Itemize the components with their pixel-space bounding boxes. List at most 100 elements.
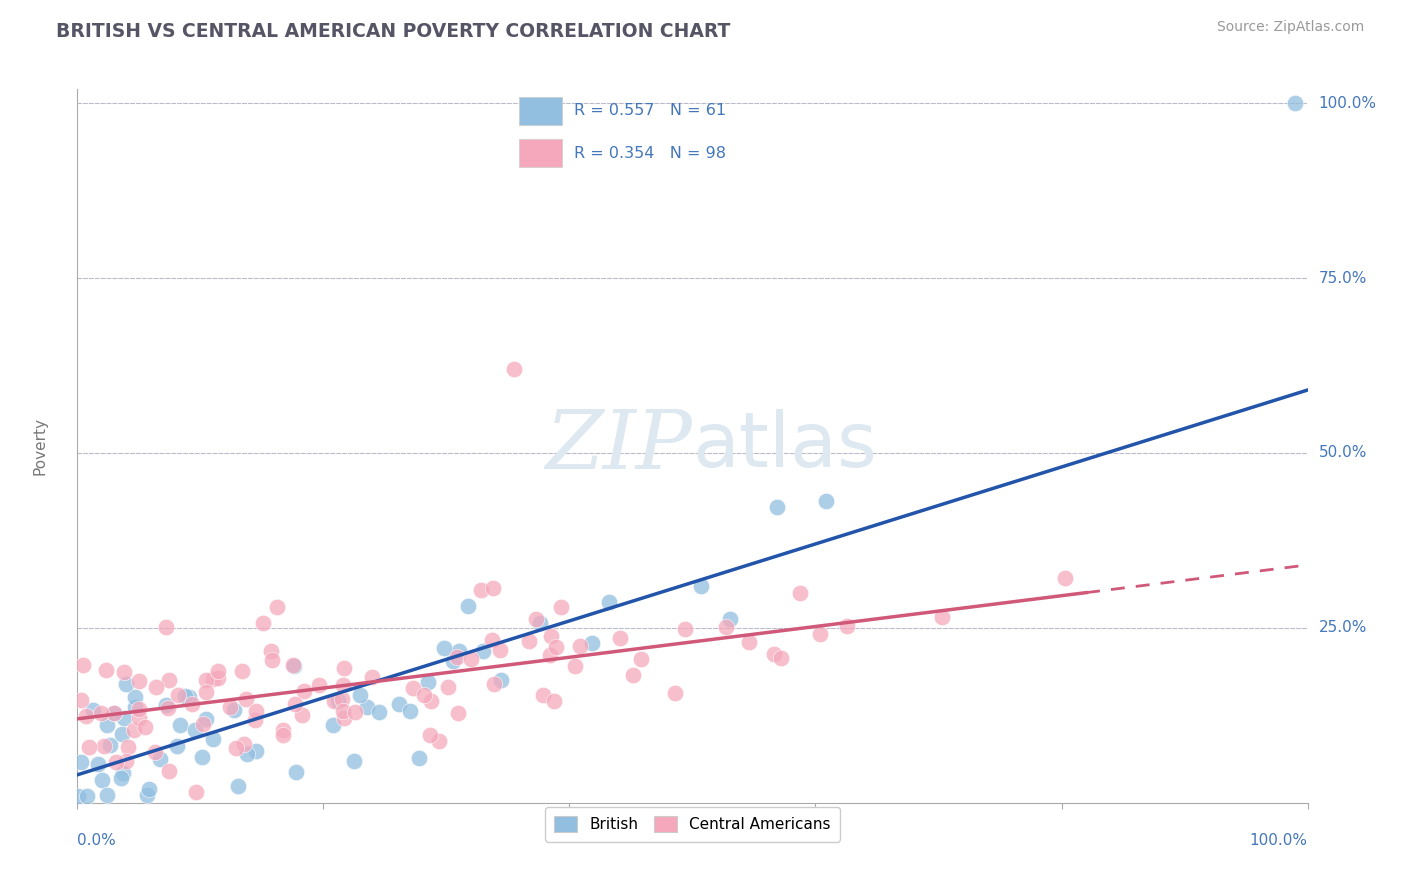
Point [104,755,127,769]
Point [167,688,190,702]
FancyBboxPatch shape [519,139,562,167]
Point [433,641,456,656]
Point [368,705,391,719]
Point [184,784,207,798]
Point [546,640,568,654]
Point [332,678,354,692]
Point [90,706,112,720]
Point [75,709,97,723]
Point [174,689,197,703]
Point [718,612,741,626]
Point [82,703,104,717]
Point [332,661,354,675]
Point [808,627,831,641]
Point [93,739,115,754]
Point [195,684,218,698]
Point [225,741,247,756]
Point [835,619,858,633]
Point [308,678,330,692]
Point [266,600,288,615]
Point [236,747,259,762]
Point [332,704,354,718]
Point [145,680,167,694]
Point [598,595,620,609]
Point [159,764,181,779]
Point [482,581,505,595]
Point [322,694,344,708]
Point [262,653,284,667]
Point [143,745,166,759]
Point [226,779,249,793]
Point [360,670,382,684]
Point [112,665,135,680]
Point [769,651,792,665]
Point [235,692,257,706]
Point [519,633,541,648]
Point [765,500,787,514]
Point [427,733,450,747]
Point [408,751,430,765]
Point [402,681,425,695]
Point [550,599,572,614]
Point [540,629,562,643]
Point [457,599,479,614]
Point [98,739,121,753]
Point [538,648,561,663]
Point [343,754,366,768]
Point [931,610,953,624]
Point [114,754,136,768]
Text: atlas: atlas [693,409,877,483]
Point [224,703,246,717]
Text: 0.0%: 0.0% [77,833,117,848]
Point [815,493,838,508]
Point [96,718,118,732]
Point [291,708,314,723]
Point [124,690,146,704]
Point [91,773,114,788]
Point [441,654,464,668]
Text: 75.0%: 75.0% [1319,270,1367,285]
Point [149,752,172,766]
Point [219,700,242,714]
Point [69,755,91,769]
Point [128,673,150,688]
Point [207,672,229,686]
Point [388,698,411,712]
FancyBboxPatch shape [519,97,562,125]
Point [232,737,254,751]
Point [112,711,135,725]
Point [763,647,786,661]
Point [166,739,188,753]
Point [134,720,156,734]
Point [621,668,644,682]
Text: R = 0.354   N = 98: R = 0.354 N = 98 [574,145,727,161]
Point [195,712,218,726]
Point [673,622,696,636]
Point [136,788,159,802]
Text: 50.0%: 50.0% [1319,445,1367,460]
Point [169,717,191,731]
Point [111,727,134,741]
Point [292,684,315,698]
Point [191,717,214,731]
Point [252,615,274,630]
Point [155,620,177,634]
Text: ZIP: ZIP [546,406,693,486]
Point [201,672,224,686]
Point [115,677,138,691]
Point [447,644,470,658]
Point [243,713,266,727]
Point [1284,96,1306,111]
Point [489,643,512,657]
Point [128,702,150,716]
Point [283,658,305,673]
Point [201,731,224,746]
Point [356,700,378,714]
Point [138,782,160,797]
Point [128,711,150,725]
Point [716,620,738,634]
Point [524,612,547,626]
Point [322,717,344,731]
Point [399,705,422,719]
Point [231,665,253,679]
